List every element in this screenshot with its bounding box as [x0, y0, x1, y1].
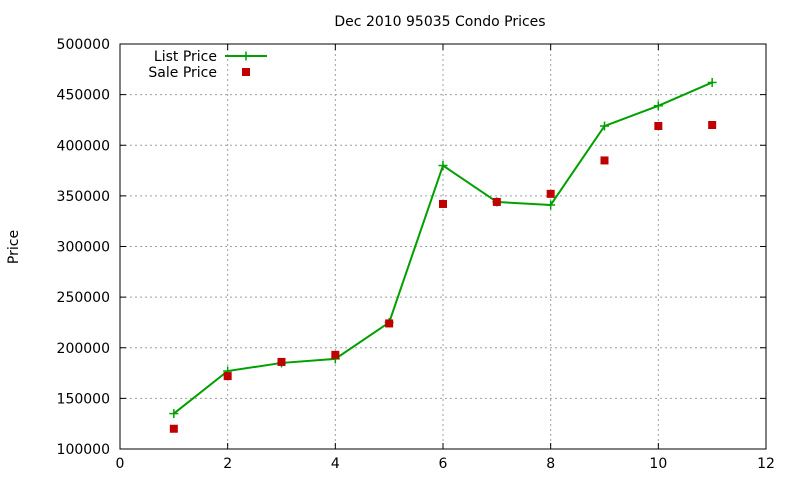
- sale-price-point: [600, 156, 609, 165]
- list-price-point: [546, 200, 556, 210]
- sale-price-point: [492, 197, 501, 206]
- grid-lines: [120, 44, 766, 449]
- x-tick-label: 6: [439, 456, 448, 472]
- chart-title: Dec 2010 95035 Condo Prices: [334, 14, 545, 30]
- legend-cross-swatch: [241, 51, 251, 61]
- sale-price-point: [277, 357, 286, 366]
- x-tick-label: 4: [331, 456, 340, 472]
- sale-price-point: [439, 199, 447, 208]
- y-tick-label: 100000: [57, 442, 110, 458]
- x-tick-label: 12: [757, 456, 775, 472]
- list-price-point: [653, 101, 663, 111]
- sale-price-point: [654, 122, 663, 131]
- y-tick-label: 350000: [57, 189, 110, 205]
- list-price-point: [707, 77, 717, 87]
- y-tick-label: 200000: [57, 341, 110, 357]
- list-price-line: [173, 81, 713, 415]
- sale-price-point: [385, 319, 394, 328]
- plot-frame: [119, 43, 767, 450]
- y-tick-label: 300000: [57, 240, 110, 256]
- y-tick-label: 150000: [57, 391, 110, 407]
- sale-price-point: [331, 350, 340, 359]
- x-tick-label: 10: [649, 456, 667, 472]
- data-series: [169, 77, 717, 433]
- sale-price-point: [708, 121, 717, 129]
- x-tick-label: 8: [546, 456, 555, 472]
- y-tick-label: 250000: [57, 290, 110, 306]
- y-tick-label: 400000: [57, 138, 110, 154]
- y-axis-label: Price: [6, 230, 22, 264]
- series-0: [169, 77, 717, 419]
- list-price-point: [600, 121, 609, 131]
- x-tick-label: 2: [223, 456, 232, 472]
- y-tick-label: 500000: [57, 37, 110, 53]
- sale-price-point: [546, 189, 555, 198]
- legend-square-swatch: [242, 68, 250, 76]
- x-tick-label: 0: [116, 456, 125, 472]
- list-price-point: [438, 161, 448, 170]
- tick-labels: 0 2 4 6 8 10 12 100000 150000 200000 250000 300000 3…: [57, 37, 775, 472]
- legend-label: List Price: [154, 49, 217, 65]
- sale-price-point: [223, 372, 232, 381]
- list-price-point: [169, 409, 179, 419]
- sale-price-point: [169, 424, 178, 433]
- y-tick-label: 450000: [57, 88, 110, 104]
- series-1: [169, 121, 717, 433]
- legend-label: Sale Price: [148, 65, 217, 81]
